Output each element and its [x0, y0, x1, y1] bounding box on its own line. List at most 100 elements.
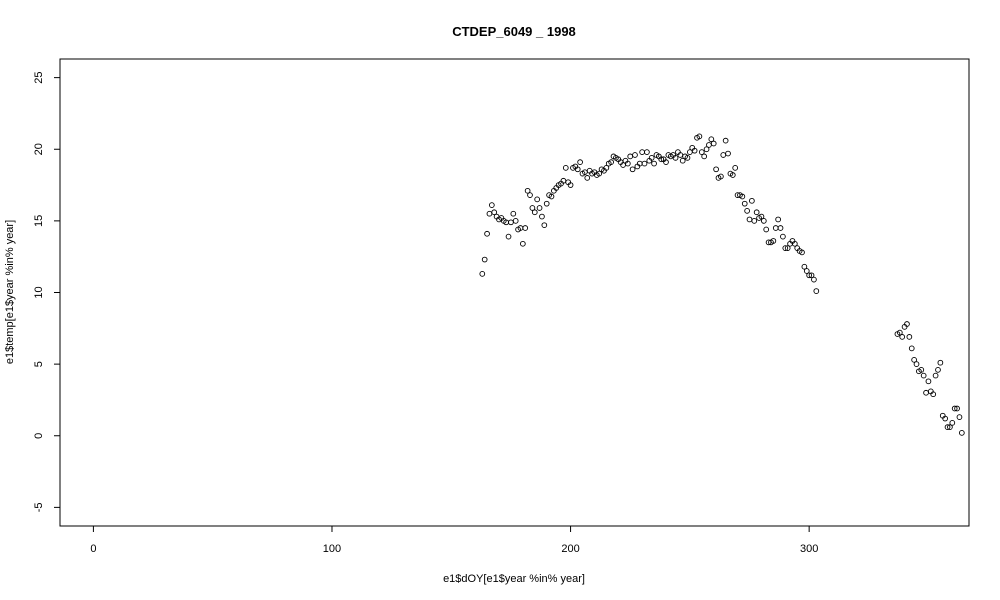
data-point — [510, 210, 517, 217]
data-point — [539, 213, 545, 220]
chart-title: CTDEP_6049 _ 1998 — [452, 24, 576, 39]
data-point — [596, 170, 603, 177]
data-point — [651, 160, 657, 167]
data-point — [947, 424, 953, 431]
data-point — [763, 226, 770, 233]
data-point — [524, 187, 531, 194]
x-tick-label: 300 — [800, 543, 818, 555]
data-point — [691, 147, 698, 154]
data-point — [935, 367, 941, 373]
y-tick-label: 10 — [33, 286, 45, 298]
data-point — [722, 137, 729, 144]
data-point — [775, 216, 781, 223]
data-point — [624, 160, 631, 167]
data-points — [479, 133, 965, 436]
data-point — [806, 272, 812, 279]
y-tick-label: 15 — [33, 215, 45, 227]
data-point — [584, 175, 591, 181]
data-point — [801, 263, 808, 270]
data-point — [923, 389, 929, 396]
data-point — [632, 152, 638, 158]
data-point — [541, 222, 548, 229]
data-point — [899, 334, 906, 340]
data-point — [706, 142, 712, 148]
data-point — [481, 256, 488, 263]
data-point — [710, 140, 717, 147]
data-point — [522, 225, 529, 231]
data-point — [803, 268, 810, 274]
data-point — [904, 321, 910, 327]
data-point — [780, 233, 786, 240]
data-point — [698, 149, 705, 155]
data-point — [908, 345, 915, 352]
data-point — [536, 205, 543, 211]
data-point — [520, 240, 526, 247]
data-point — [906, 334, 913, 340]
data-point — [791, 240, 798, 247]
data-point — [531, 209, 538, 216]
data-point — [949, 420, 956, 426]
data-point — [543, 200, 550, 207]
data-point — [574, 166, 581, 173]
data-point — [639, 149, 645, 155]
y-tick-label: 20 — [33, 143, 45, 155]
x-tick-label: 200 — [561, 543, 579, 555]
data-point — [925, 378, 932, 385]
x-axis: 0 100 200 300 — [90, 525, 818, 555]
data-point — [954, 405, 960, 412]
data-point — [658, 156, 665, 163]
data-point — [944, 424, 951, 431]
y-axis: -5 0 5 10 15 20 25 — [33, 71, 61, 512]
data-point — [512, 218, 519, 224]
y-tick-label: 0 — [33, 433, 45, 439]
data-point — [741, 200, 748, 207]
data-point — [529, 205, 536, 211]
data-point — [491, 209, 498, 216]
data-point — [479, 271, 486, 277]
data-point — [484, 230, 490, 237]
data-point — [488, 202, 495, 208]
data-point — [951, 405, 958, 412]
y-tick-label: -5 — [33, 502, 45, 512]
data-point — [937, 359, 944, 366]
data-point — [896, 329, 903, 336]
data-point — [808, 272, 815, 279]
data-point — [751, 218, 758, 224]
data-point — [648, 154, 655, 161]
data-point — [942, 415, 948, 422]
data-point — [772, 225, 779, 231]
data-point — [770, 238, 777, 244]
data-point — [932, 372, 939, 379]
data-point — [708, 136, 715, 143]
data-point — [548, 193, 555, 200]
data-point — [744, 207, 750, 214]
data-point — [758, 213, 765, 220]
data-point — [562, 165, 569, 171]
data-point — [729, 172, 736, 178]
plot-frame — [59, 58, 970, 527]
x-axis-label: e1$dOY[e1$year %in% year] — [443, 573, 585, 585]
data-point — [777, 225, 784, 231]
y-tick-label: 5 — [33, 361, 45, 367]
data-point — [679, 157, 686, 164]
data-point — [739, 193, 746, 200]
data-point — [732, 165, 739, 171]
data-point — [725, 150, 731, 157]
data-point — [603, 165, 610, 171]
data-point — [644, 149, 650, 155]
data-point — [641, 160, 648, 167]
data-point — [672, 154, 679, 161]
data-point — [684, 154, 691, 161]
data-point — [720, 152, 727, 158]
data-point — [749, 197, 755, 204]
x-tick-label: 100 — [323, 543, 341, 555]
data-point — [782, 245, 789, 251]
data-point — [508, 219, 514, 226]
data-point — [703, 146, 710, 153]
data-point — [930, 391, 937, 398]
data-point — [608, 159, 614, 165]
data-point — [813, 288, 820, 294]
data-point — [663, 159, 669, 165]
data-point — [913, 361, 920, 367]
data-point — [956, 414, 963, 420]
